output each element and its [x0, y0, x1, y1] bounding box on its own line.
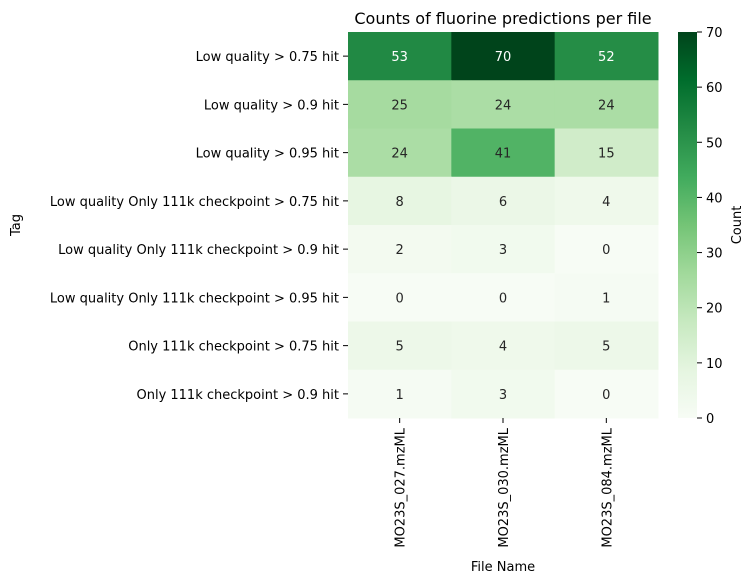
cell-value-label: 25: [391, 98, 408, 113]
heatmap-cell: [554, 273, 659, 322]
heatmap-cell: [348, 225, 452, 274]
cell-value-label: 4: [499, 340, 507, 355]
y-tick-label: Low quality Only 111k checkpoint > 0.95 …: [50, 291, 339, 306]
heatmap-cell: [348, 176, 452, 226]
cell-value-label: 0: [499, 291, 507, 306]
y-tick-label: Only 111k checkpoint > 0.75 hit: [128, 340, 339, 355]
heatmap-cell: [348, 321, 452, 371]
heatmap-cell: [348, 32, 452, 81]
y-axis: Low quality > 0.75 hit Low quality > 0.9 …: [50, 50, 348, 403]
y-tick-label: Low quality > 0.75 hit: [196, 50, 339, 65]
cell-value-label: 8: [396, 195, 404, 210]
y-tick-label: Low quality Only 111k checkpoint > 0.75 …: [50, 195, 339, 210]
heatmap-cell: [554, 128, 659, 178]
x-tick-label: MO23S_084.mzML: [600, 427, 615, 547]
heatmap-cell: [554, 321, 659, 371]
heatmap-cell: [451, 225, 556, 274]
cell-value-label: 52: [598, 50, 615, 65]
x-axis: MO23S_027.mzML MO23S_030.mzML MO23S_084.mz…: [394, 418, 615, 548]
heatmap-cell: [451, 128, 556, 178]
heatmap-cell: [348, 128, 452, 178]
y-axis-label: Tag: [9, 214, 24, 237]
cell-value-label: 24: [598, 98, 615, 113]
heatmap-cell: [554, 225, 659, 274]
heatmap-cell: [554, 32, 659, 81]
heatmap-cells: [348, 32, 659, 419]
cell-value-label: 0: [396, 291, 404, 306]
cell-value-label: 6: [499, 195, 507, 210]
y-tick-label: Low quality Only 111k checkpoint > 0.9 h…: [58, 243, 339, 258]
cell-value-label: 3: [499, 243, 507, 258]
cell-value-label: 5: [602, 340, 610, 355]
colorbar-tick-label: 70: [706, 26, 723, 41]
cell-value-label: 0: [602, 243, 610, 258]
heatmap-cell: [451, 321, 556, 371]
cell-value-label: 0: [602, 388, 610, 403]
x-tick-label: MO23S_030.mzML: [497, 427, 512, 547]
heatmap-cell: [348, 80, 452, 129]
cell-value-label: 15: [598, 147, 615, 162]
colorbar-tick-label: 30: [706, 247, 723, 262]
cell-value-label: 53: [391, 50, 408, 65]
colorbar-tick-label: 60: [706, 81, 723, 96]
colorbar-tick-label: 50: [706, 136, 723, 151]
cell-value-label: 1: [396, 388, 404, 403]
heatmap-cell: [554, 80, 659, 129]
cell-value-label: 3: [499, 388, 507, 403]
cell-value-label: 2: [396, 243, 404, 258]
colorbar-gradient: [678, 32, 697, 418]
cell-value-label: 4: [602, 195, 610, 210]
colorbar-label: Count: [730, 206, 745, 245]
chart-title: Counts of fluorine predictions per file: [354, 9, 651, 28]
cell-value-label: 5: [396, 340, 404, 355]
y-tick-label: Low quality > 0.9 hit: [204, 98, 339, 113]
colorbar-tick-label: 20: [706, 302, 723, 317]
colorbar-tick-label: 40: [706, 191, 723, 206]
x-axis-label: File Name: [471, 560, 535, 575]
heatmap-cell: [348, 369, 452, 419]
colorbar: 0 10 20 30 40 50 60 70: [678, 26, 723, 427]
colorbar-tick-label: 0: [706, 412, 714, 427]
heatmap-cell: [451, 273, 556, 322]
cell-value-label: 24: [391, 147, 408, 162]
y-tick-label: Low quality > 0.95 hit: [196, 147, 339, 162]
cell-value-label: 1: [602, 291, 610, 306]
cell-value-label: 24: [495, 98, 512, 113]
heatmap-cell: [554, 369, 659, 419]
heatmap-cell: [451, 80, 556, 129]
heatmap-cell: [451, 32, 556, 81]
heatmap-cell: [348, 273, 452, 322]
colorbar-tick-label: 10: [706, 357, 723, 372]
x-tick-label: MO23S_027.mzML: [394, 427, 409, 547]
cell-value-label: 41: [495, 147, 512, 162]
heatmap-cell: [451, 369, 556, 419]
heatmap-cell: [554, 176, 659, 226]
y-tick-label: Only 111k checkpoint > 0.9 hit: [136, 388, 339, 403]
cell-value-label: 70: [495, 50, 512, 65]
heatmap-cell: [451, 176, 556, 226]
